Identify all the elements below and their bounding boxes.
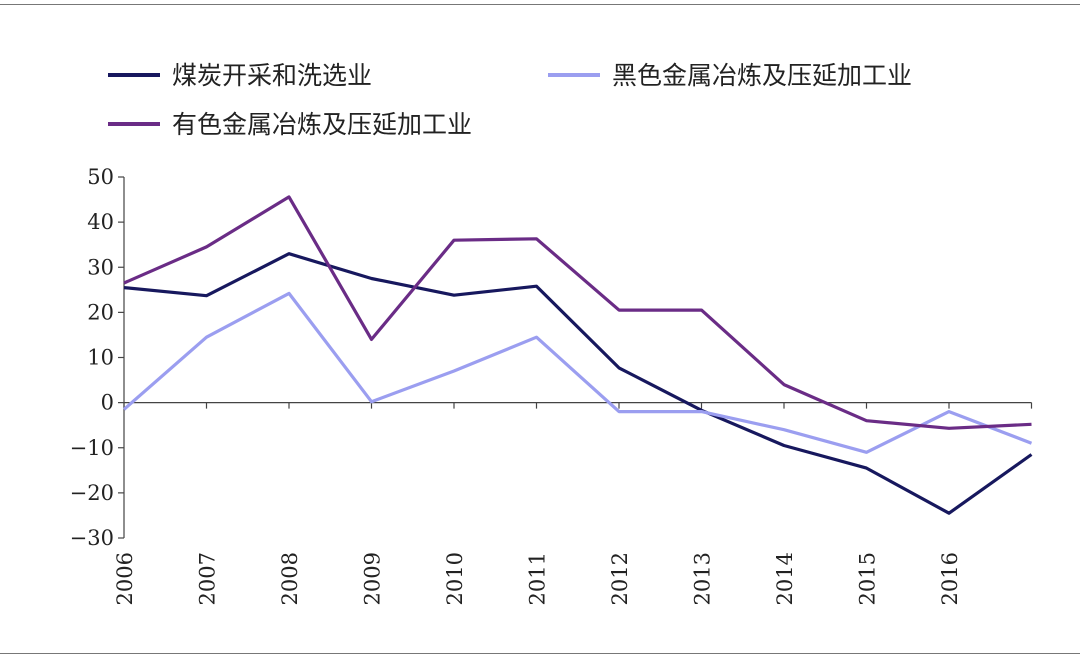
x-tick-label: 2009 [361,552,385,605]
legend-label-2: 黑色金属冶炼及压延加工业 [612,61,912,90]
y-tick-label: 40 [87,210,114,234]
x-tick-label: 2011 [526,552,550,605]
y-tick-label: 30 [87,255,114,279]
top-rule [0,4,1080,5]
series-line-3 [123,195,1032,430]
x-tick-label: 2012 [608,552,632,605]
x-tick-label: 2007 [196,552,220,605]
x-tick-label: 2013 [691,552,715,605]
bottom-rule [0,653,1080,654]
y-tick-label: −10 [70,436,114,460]
y-tick-label: 10 [87,346,114,370]
x-tick-label: 2008 [278,552,302,605]
x-tick-label: 2016 [938,552,962,605]
legend-label-1: 煤炭开采和洗选业 [172,61,372,90]
y-tick-label: 0 [101,391,114,415]
series-line-1 [123,252,1033,515]
y-tick-label: 20 [87,300,114,324]
y-tick-label: −30 [70,526,114,550]
x-tick-label: 2006 [113,552,137,605]
series-lines [122,195,1033,515]
x-tick-label: 2010 [443,552,467,605]
series-line-2 [122,291,1033,454]
legend-label-3: 有色金属冶炼及压延加工业 [172,110,472,139]
y-tick-label: −20 [70,481,114,505]
x-tick-label: 2015 [856,552,880,605]
y-tick-label: 50 [87,165,114,189]
x-tick-label: 2014 [773,552,797,605]
